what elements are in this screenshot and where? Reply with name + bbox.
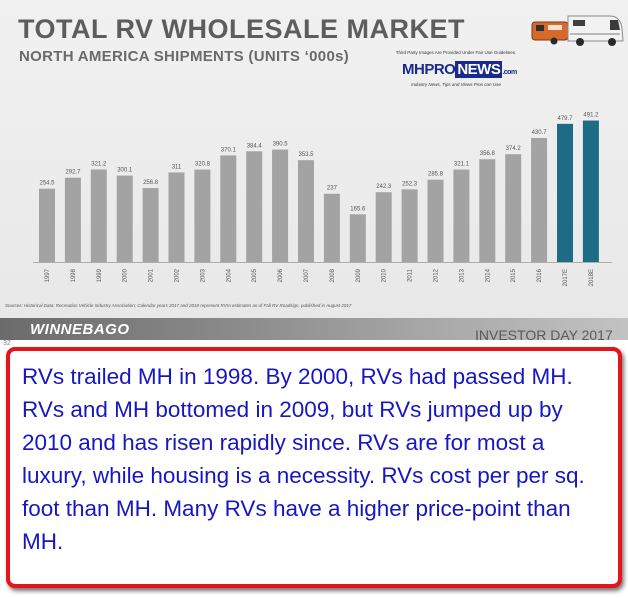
data-label: 491.2 bbox=[583, 113, 599, 119]
bar-2014 bbox=[479, 159, 496, 262]
x-tick-label: 2003 bbox=[200, 268, 206, 282]
x-tick-label: 2005 bbox=[252, 268, 258, 282]
data-label: 242.3 bbox=[376, 184, 392, 190]
chart-slide: TOTAL RV WHOLESALE MARKET NORTH AMERICA … bbox=[0, 0, 628, 318]
data-label: 374.2 bbox=[506, 146, 522, 152]
x-tick-label: 1999 bbox=[97, 268, 103, 282]
x-tick-label: 1997 bbox=[45, 268, 51, 282]
x-tick-label: 2000 bbox=[123, 268, 129, 282]
bar-2012 bbox=[427, 179, 444, 262]
logo-pro-text: PRO bbox=[424, 61, 456, 78]
data-label: 356.8 bbox=[480, 151, 496, 157]
data-label: 237 bbox=[327, 186, 338, 192]
data-label: 321.2 bbox=[91, 161, 107, 167]
bar-2006 bbox=[272, 149, 289, 262]
x-tick-label: 2010 bbox=[382, 268, 388, 282]
x-tick-label: 2014 bbox=[485, 268, 491, 282]
x-tick-label: 2013 bbox=[459, 268, 465, 282]
bar-2013 bbox=[453, 169, 470, 262]
commentary-text: RVs trailed MH in 1998. By 2000, RVs had… bbox=[22, 364, 585, 554]
data-label: 320.8 bbox=[195, 162, 211, 168]
logo-tagline: Industry News, Tips and Views Pros can U… bbox=[411, 82, 501, 87]
chart-sources-note: Sources: Historical Data: Recreation Veh… bbox=[5, 303, 352, 308]
data-label: 254.5 bbox=[39, 181, 55, 187]
bar-2001 bbox=[142, 188, 159, 262]
bar-2015 bbox=[505, 154, 522, 262]
bar-2008 bbox=[323, 193, 340, 262]
x-tick-label: 2004 bbox=[226, 268, 232, 282]
x-tick-label: 2017E bbox=[563, 269, 569, 286]
chart-subtitle: NORTH AMERICA SHIPMENTS (UNITS ‘000s) bbox=[19, 48, 350, 65]
bar-1997 bbox=[39, 188, 55, 262]
bar-2017E bbox=[557, 123, 573, 262]
bar-2003 bbox=[194, 169, 211, 262]
x-tick-label: 2018E bbox=[589, 269, 595, 286]
footer-band bbox=[0, 318, 628, 340]
bar-2007 bbox=[298, 160, 314, 262]
data-label: 321.1 bbox=[454, 162, 470, 168]
data-label: 390.5 bbox=[273, 142, 289, 148]
data-label: 311 bbox=[172, 164, 182, 170]
data-label: 479.7 bbox=[557, 116, 573, 122]
logo-dotcom-text: .com bbox=[502, 69, 517, 76]
data-label: 300.1 bbox=[117, 168, 133, 174]
x-tick-label: 2001 bbox=[149, 268, 155, 282]
bar-2005 bbox=[246, 151, 263, 262]
data-label: 353.5 bbox=[298, 152, 314, 158]
chart-title: TOTAL RV WHOLESALE MARKET bbox=[18, 14, 466, 44]
data-label: 384.4 bbox=[247, 143, 263, 149]
x-tick-label: 2015 bbox=[511, 268, 517, 282]
page-number: 32 bbox=[3, 340, 11, 347]
commentary-box: RVs trailed MH in 1998. By 2000, RVs had… bbox=[6, 347, 622, 588]
bar-1999 bbox=[90, 169, 107, 262]
x-tick-label: 2009 bbox=[356, 268, 362, 282]
bar-chart: 254.5 1997 292.7 1998 321.2 1999 300.1 2000 256.… bbox=[33, 113, 612, 286]
winnebago-logo: WINNEBAGO bbox=[30, 321, 130, 338]
bar-2000 bbox=[116, 175, 133, 262]
logo-news-text: NEWS bbox=[455, 61, 503, 78]
fair-use-notice: Third Party Images Are Provided Under Fa… bbox=[395, 50, 517, 55]
bar-2016 bbox=[531, 137, 548, 262]
x-tick-label: 2006 bbox=[278, 268, 284, 282]
bar-2004 bbox=[220, 155, 237, 262]
data-label: 256.8 bbox=[143, 180, 159, 186]
x-tick-label: 1998 bbox=[71, 268, 77, 282]
data-label: 292.7 bbox=[65, 170, 81, 176]
x-tick-label: 2012 bbox=[434, 268, 440, 282]
data-label: 165.6 bbox=[350, 206, 366, 212]
data-label: 285.8 bbox=[428, 172, 444, 178]
logo-mh-text: MH bbox=[402, 61, 425, 78]
bar-1998 bbox=[64, 177, 81, 262]
data-label: 252.3 bbox=[402, 181, 418, 187]
x-tick-label: 2002 bbox=[175, 268, 181, 282]
x-tick-label: 2011 bbox=[408, 268, 414, 282]
bar-2010 bbox=[375, 192, 392, 262]
bar-2002 bbox=[168, 172, 185, 262]
investor-day-label: INVESTOR DAY 2017 bbox=[475, 327, 613, 343]
data-label: 430.7 bbox=[532, 130, 548, 136]
x-tick-label: 2008 bbox=[330, 268, 336, 282]
logo-wordmark: MHPRO NEWS .com bbox=[402, 61, 517, 78]
x-tick-label: 2007 bbox=[304, 268, 310, 282]
bar-2018E bbox=[582, 120, 599, 263]
data-label: 370.1 bbox=[221, 147, 237, 153]
mhpronews-logo: Third Party Images Are Provided Under Fa… bbox=[392, 50, 520, 100]
bar-2009 bbox=[349, 214, 366, 262]
x-tick-label: 2016 bbox=[537, 268, 543, 282]
rv-vehicles-image bbox=[531, 15, 624, 46]
bar-2011 bbox=[401, 189, 418, 262]
